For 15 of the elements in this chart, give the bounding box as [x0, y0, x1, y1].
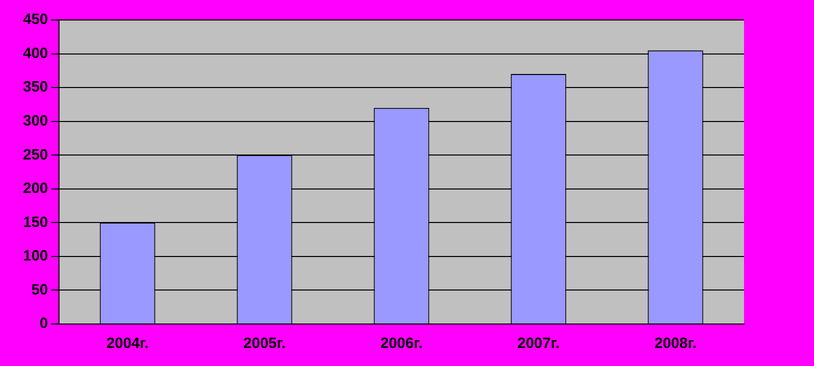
y-tick-label: 450	[22, 11, 48, 28]
x-tick-label: 2004г.	[106, 335, 149, 352]
y-tick-label: 300	[22, 112, 48, 130]
x-tick-label: 2007г.	[517, 335, 560, 352]
y-tick-label: 50	[31, 281, 48, 298]
y-tick-label: 250	[22, 146, 48, 164]
x-tick-label: 2008г.	[654, 335, 697, 352]
y-tick-label: 0	[40, 315, 48, 332]
y-tick-label: 350	[22, 78, 48, 96]
x-tick-label: 2005г.	[243, 335, 286, 352]
x-tick-label: 2006г.	[380, 335, 423, 352]
y-tick-label: 400	[22, 44, 48, 62]
y-tick-label: 200	[22, 180, 48, 198]
y-tick-label: 100	[22, 248, 48, 265]
y-tick-label: 150	[22, 214, 48, 231]
